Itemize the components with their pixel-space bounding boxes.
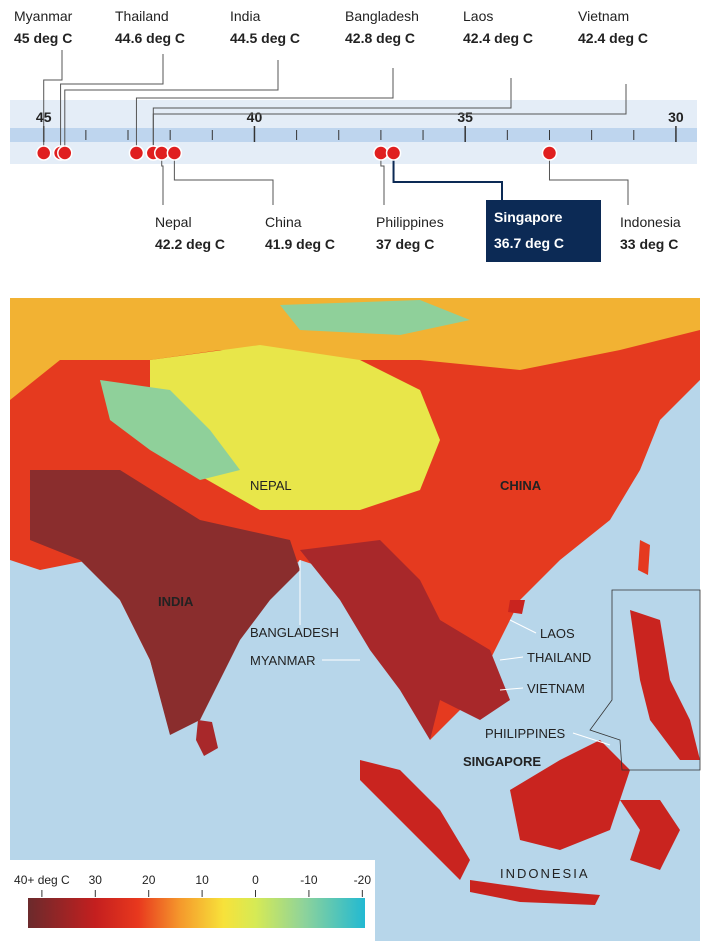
highlight-box [486,200,601,262]
dot [166,145,183,161]
country-name: Vietnam [578,8,629,24]
value-label: 45 deg C [14,30,72,46]
x-tick-label: 30 [668,109,684,125]
leader-lines [43,50,629,205]
map-leader [499,687,524,691]
country-name: India [230,8,261,24]
legend-tick-label: -10 [300,873,318,887]
map-leader [572,732,611,746]
value-label: 33 deg C [620,236,678,252]
map-label: SINGAPORE [463,754,541,769]
map-label: LAOS [540,626,575,641]
dot [57,145,73,161]
leader-line [152,84,627,153]
philippines-land [630,610,700,760]
country-name: Laos [463,8,493,24]
map-label: CHINA [500,478,542,493]
philippines-box [589,589,701,771]
leader-line [64,60,279,153]
plateau-high [100,380,240,480]
axis-track [10,128,697,142]
value-label: 42.4 deg C [578,30,648,46]
country-name: Nepal [155,214,192,230]
value-label: 44.5 deg C [230,30,300,46]
value-label: 36.7 deg C [494,235,564,251]
legend-tick-label: 20 [142,873,156,887]
sumatra [360,760,470,880]
x-tick-label: 35 [457,109,473,125]
x-tick-label: 40 [247,109,263,125]
map-label: INDONESIA [500,866,590,881]
legend-tick-label: 30 [89,873,103,887]
colorbar [28,898,365,928]
leader-line [392,153,503,200]
map-label: MYANMAR [250,653,315,668]
dot [385,145,402,161]
dot [35,145,52,161]
value-label: 42.2 deg C [155,236,225,252]
dot [541,145,558,161]
desert-cool [280,300,470,335]
map-label: VIETNAM [527,681,585,696]
java [470,880,600,905]
sulawesi [620,800,680,870]
country-name: Bangladesh [345,8,419,24]
value-label: 42.4 deg C [463,30,533,46]
country-name: Myanmar [14,8,73,24]
map-leader [499,656,524,661]
india-heat [30,470,300,735]
taiwan [638,540,650,575]
legend-tick-label: 40+ deg C [14,873,70,887]
value-label: 41.9 deg C [265,236,335,252]
value-label: 44.6 deg C [115,30,185,46]
leader-line [135,68,394,153]
country-name: China [265,214,302,230]
land-north [10,298,700,400]
map-label: NEPAL [250,478,292,493]
value-label: 37 deg C [376,236,434,252]
map-label: THAILAND [527,650,591,665]
country-name: Philippines [376,214,444,230]
leader-line [173,153,274,205]
leader-line [548,153,629,205]
value-label: 42.8 deg C [345,30,415,46]
country-name: Thailand [115,8,169,24]
legend-tick-label: -20 [354,873,372,887]
map-label: INDIA [158,594,194,609]
country-name: Indonesia [620,214,681,230]
borneo [510,740,630,850]
map-label: BANGLADESH [250,625,339,640]
peninsula-heat [300,540,510,740]
leader-line [60,54,164,153]
hainan [508,600,525,614]
legend-tick-label: 0 [252,873,259,887]
sri-lanka [196,720,218,756]
map-leader [509,619,537,634]
map-label: PHILIPPINES [485,726,566,741]
map: CHINA NEPAL INDIA BANGLADESH MYANMAR LAOS THAI… [10,298,701,941]
country-name: Singapore [494,209,563,225]
leader-line [43,50,63,153]
dot [128,145,145,161]
legend-tick-label: 10 [195,873,209,887]
